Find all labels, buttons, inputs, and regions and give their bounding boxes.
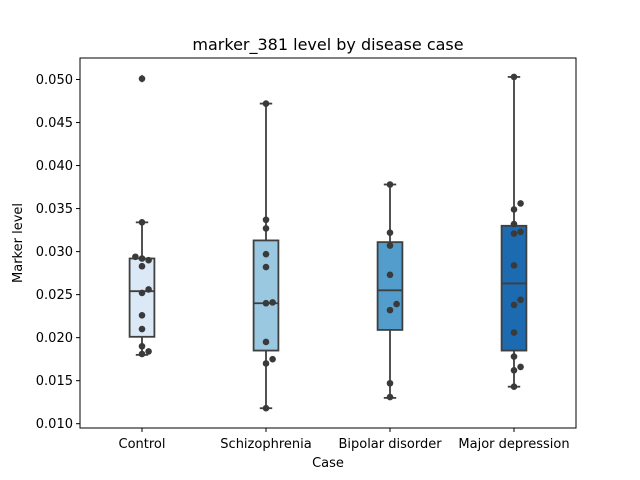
data-point	[262, 225, 270, 232]
data-point	[262, 299, 270, 307]
data-point	[510, 353, 518, 360]
data-point	[145, 348, 152, 355]
data-point	[138, 325, 146, 333]
data-point	[138, 311, 146, 319]
data-point	[269, 355, 276, 363]
y-tick-label: 0.030	[36, 245, 73, 260]
box-iqr	[376, 241, 404, 331]
data-point	[138, 75, 146, 82]
data-point	[510, 367, 518, 374]
data-point	[145, 256, 152, 264]
data-point	[386, 393, 394, 401]
data-point	[386, 271, 394, 279]
data-point	[262, 338, 270, 346]
y-tick-label: 0.045	[36, 116, 73, 131]
x-tick-label: Major depression	[458, 437, 569, 452]
box-group-control	[128, 74, 156, 358]
data-point	[510, 206, 518, 213]
x-axis-label: Case	[312, 456, 344, 471]
data-point	[517, 296, 524, 304]
box-group-bipolar-disorder	[376, 181, 404, 401]
y-axis-label: Marker level	[11, 203, 26, 283]
axes-frame	[79, 57, 577, 429]
data-point	[138, 262, 146, 270]
x-tick-label: Schizophrenia	[220, 437, 311, 452]
data-point	[510, 73, 518, 81]
data-point	[262, 263, 270, 271]
y-tick-label: 0.025	[36, 288, 73, 303]
box-iqr	[252, 239, 280, 352]
data-point	[517, 228, 524, 236]
data-point	[510, 329, 518, 336]
box-group-schizophrenia	[252, 100, 280, 412]
data-point	[510, 220, 518, 228]
data-point	[262, 216, 270, 224]
data-point	[145, 286, 152, 293]
x-axis: Control Schizophrenia Bipolar disorder Majo…	[119, 428, 570, 452]
data-point	[138, 289, 146, 297]
y-tick-label: 0.010	[36, 417, 73, 432]
data-point	[386, 242, 394, 249]
data-point	[138, 350, 146, 358]
data-point	[510, 301, 518, 309]
y-tick-label: 0.050	[36, 73, 73, 88]
data-point	[262, 250, 270, 258]
data-point	[386, 379, 394, 387]
data-point	[269, 299, 276, 306]
x-tick-label: Control	[119, 437, 166, 452]
box-group-major-depression	[500, 73, 528, 390]
data-point	[386, 229, 394, 236]
data-point	[262, 404, 270, 412]
data-point	[262, 100, 270, 107]
data-point	[393, 300, 400, 308]
y-tick-label: 0.040	[36, 159, 73, 174]
data-point	[510, 230, 518, 237]
data-point	[517, 200, 524, 207]
data-point	[386, 181, 394, 188]
y-tick-label: 0.020	[36, 331, 73, 346]
y-tick-label: 0.015	[36, 374, 73, 389]
data-point	[517, 363, 524, 371]
data-point	[510, 383, 518, 390]
data-point	[138, 342, 146, 350]
box-iqr	[128, 257, 156, 338]
data-point	[138, 219, 146, 226]
x-tick-label: Bipolar disorder	[338, 437, 442, 452]
data-point	[132, 253, 139, 261]
data-point	[510, 262, 518, 269]
data-point	[138, 255, 146, 262]
y-tick-label: 0.035	[36, 202, 73, 217]
data-point	[262, 360, 270, 367]
y-axis: 0.010 0.015 0.020 0.025 0.030 0.035 0.040 0.045…	[36, 73, 80, 432]
data-point	[386, 306, 394, 314]
chart-title: marker_381 level by disease case	[192, 35, 463, 55]
